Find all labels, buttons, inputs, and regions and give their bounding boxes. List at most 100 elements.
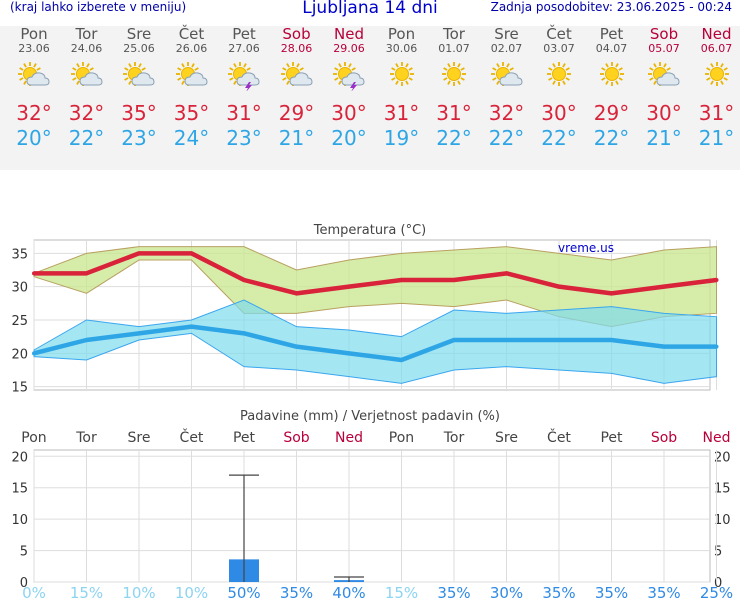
day-date: 02.07: [490, 42, 523, 55]
day-name: Pon: [20, 25, 48, 43]
max-temperature: 31°: [383, 101, 420, 125]
forecast-day: Sob 05.07 30° 21°: [638, 26, 690, 151]
temperature-min-point: [662, 344, 666, 349]
precipitation-ytick-left: 10: [11, 513, 28, 528]
precipitation-ytick-left: 5: [20, 545, 28, 560]
forecast-day: Sre 25.06 35° 23°: [113, 26, 165, 151]
max-temperature: 32°: [68, 101, 105, 125]
min-temperature: 21°: [278, 126, 315, 150]
precipitation-probability: 35%: [280, 584, 313, 600]
min-temperature: 23°: [121, 126, 157, 150]
precipitation-day-label: Tor: [443, 430, 465, 446]
precipitation-day-label: Pon: [21, 430, 46, 446]
sun-partly-cloudy-icon: [61, 61, 113, 95]
temperature-ytick: 35: [11, 247, 28, 262]
daily-forecast-strip: Pon 23.06 32° 20° Tor 24.06 32° 22° Sre 25.06 35° 2…: [0, 26, 740, 170]
sun-icon: [533, 61, 585, 95]
temperature-ytick: 25: [11, 314, 28, 329]
min-temperature: 21°: [698, 126, 735, 150]
day-name: Sre: [494, 25, 519, 43]
precipitation-ytick-left: 20: [11, 450, 28, 465]
sun-icon: [691, 61, 740, 95]
temperature-max-line: [34, 251, 717, 296]
day-date: 03.07: [543, 42, 575, 55]
precipitation-day-label: Pon: [389, 430, 414, 446]
precipitation-ytick-left: 0: [20, 576, 28, 591]
max-temperature: 31°: [698, 101, 735, 125]
sun-partly-cloudy-icon: [8, 61, 60, 95]
min-temperature: 22°: [68, 126, 105, 150]
max-temperature: 29°: [278, 101, 315, 125]
forecast-day: Pet 27.06 31° 23°: [218, 26, 270, 151]
max-temperature: 30°: [646, 101, 682, 125]
min-temperature: 22°: [593, 126, 630, 150]
last-updated: Zadnja posodobitev: 23.06.2025 - 00:24: [490, 0, 732, 14]
temperature-max-point: [662, 284, 666, 289]
min-temperature: 20°: [16, 126, 52, 150]
sun-partly-cloudy-icon: [638, 61, 690, 95]
precipitation-plot-area: [33, 449, 711, 583]
temperature-max-point: [294, 291, 299, 296]
temperature-max-point: [347, 284, 351, 289]
forecast-day: Čet 03.07 30° 22°: [533, 26, 585, 151]
temperature-max-point: [504, 271, 509, 276]
forecast-day: Pon 23.06 32° 20°: [8, 26, 60, 151]
day-name: Čet: [546, 25, 572, 43]
region-menu-hint[interactable]: (kraj lahko izberete v meniju): [10, 0, 187, 14]
precipitation-day-label: Čet: [547, 428, 571, 446]
precipitation-day-label: Ned: [703, 430, 731, 446]
day-name: Pet: [232, 25, 256, 43]
precipitation-ytick-left: 15: [11, 482, 28, 497]
sun-partly-cloudy-icon: [271, 61, 323, 95]
temperature-max-point: [84, 271, 89, 276]
temperature-min-point: [504, 338, 509, 342]
sun-icon: [376, 61, 428, 95]
min-temperature: 23°: [226, 126, 262, 150]
min-temperature: 22°: [436, 126, 472, 150]
day-date: 28.06: [280, 42, 313, 55]
forecast-day: Ned 29.06 30° 20°: [323, 26, 375, 151]
max-temperature: 32°: [16, 101, 52, 125]
precipitation-day-label: Sob: [651, 430, 677, 446]
temperature-max-point: [399, 278, 404, 282]
day-date: 30.06: [385, 42, 418, 55]
precipitation-day-label: Pet: [233, 430, 256, 446]
precipitation-ytick-right: 20: [714, 450, 731, 465]
max-temperature: 31°: [226, 101, 262, 125]
precipitation-probability: 30%: [490, 584, 523, 600]
temperature-min-point: [189, 324, 194, 329]
min-temperature: 22°: [541, 126, 577, 150]
day-name: Tor: [75, 25, 98, 43]
day-name: Pon: [387, 25, 416, 43]
day-name: Ned: [701, 25, 732, 43]
precipitation-day-label: Čet: [180, 428, 204, 446]
sun-partly-cloudy-icon: [113, 61, 165, 95]
max-temperature: 30°: [541, 101, 577, 125]
temperature-min-point: [609, 338, 614, 342]
day-date: 25.06: [123, 42, 155, 55]
min-temperature: 22°: [488, 126, 525, 150]
precipitation-probability: 35%: [437, 584, 470, 600]
precipitation-day-label: Ned: [335, 430, 363, 446]
sun-partly-cloudy-icon: [481, 61, 533, 95]
sun-icon: [428, 61, 480, 95]
max-temperature: 31°: [436, 101, 472, 125]
day-date: 26.06: [175, 42, 208, 55]
precipitation-probability: 35%: [595, 584, 628, 600]
day-date: 23.06: [18, 42, 50, 55]
temperature-min-point: [452, 338, 456, 342]
forecast-day: Tor 24.06 32° 22°: [61, 26, 113, 151]
precipitation-chart-title: Padavine (mm) / Verjetnost padavin (%): [240, 409, 500, 424]
sun-cloud-thunder-icon: [323, 61, 375, 95]
precipitation-bar: [334, 580, 364, 582]
temperature-min-point: [714, 344, 719, 349]
day-name: Sob: [649, 25, 679, 43]
temperature-plot-area: [33, 239, 711, 391]
day-name: Sob: [282, 25, 311, 43]
precipitation-probability: 0%: [22, 584, 46, 600]
precipitation-probability: 15%: [385, 584, 418, 600]
precipitation-ytick-right: 10: [714, 513, 731, 528]
chart-watermark: vreme.us: [558, 241, 614, 255]
temperature-ytick: 15: [11, 381, 28, 396]
max-temperature: 32°: [488, 101, 525, 125]
